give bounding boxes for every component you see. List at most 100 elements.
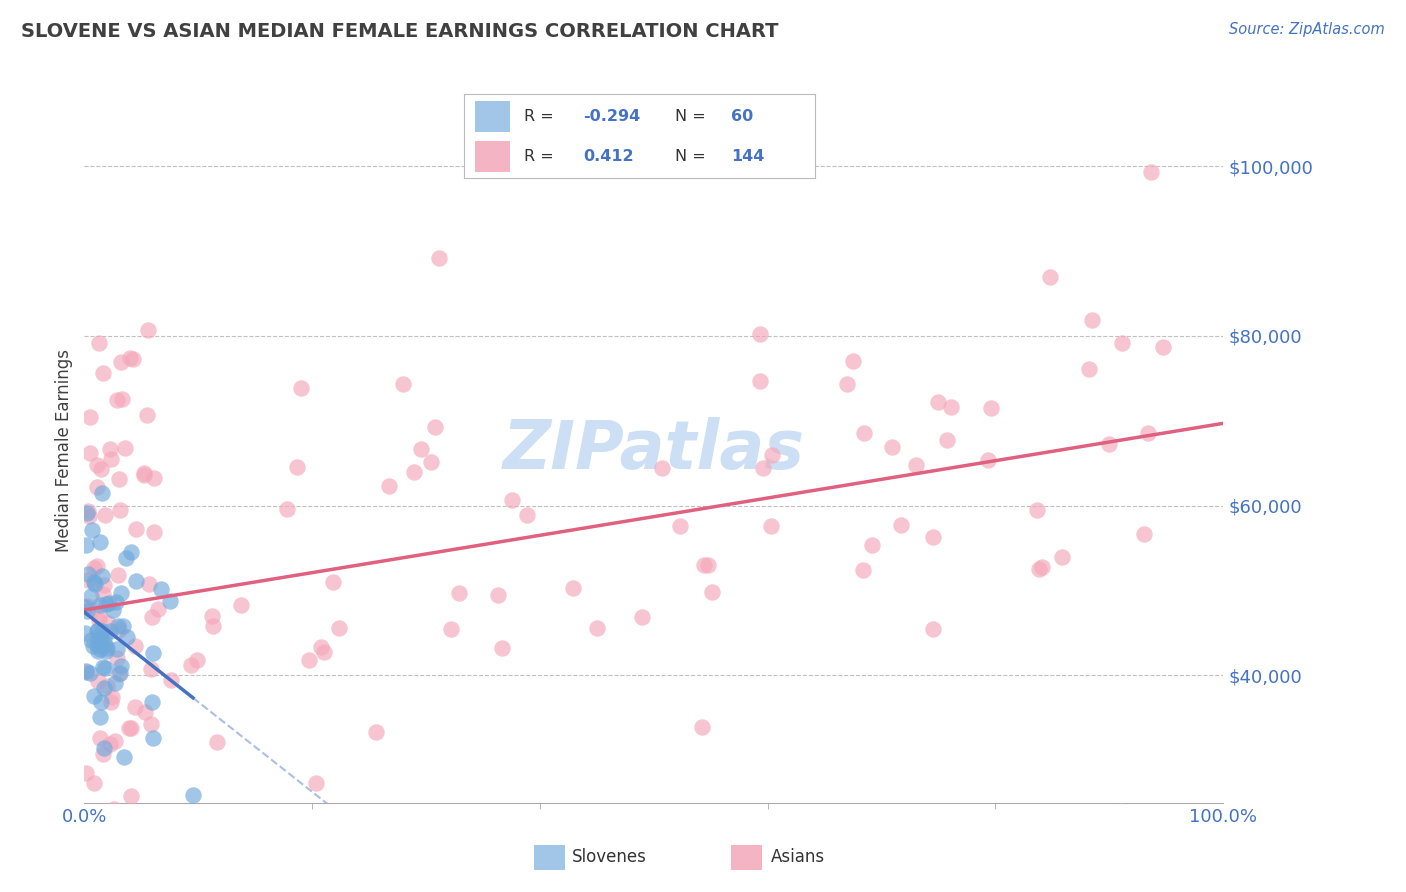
Point — [75, 626, 97, 640]
Text: ZIPatlas: ZIPatlas — [503, 417, 804, 483]
Point — [842, 353, 865, 368]
Text: Source: ZipAtlas.com: Source: ZipAtlas.com — [1229, 22, 1385, 37]
Point — [86, 632, 108, 646]
Point — [761, 518, 783, 533]
Point — [853, 425, 876, 440]
Point — [77, 504, 100, 518]
Point — [1050, 549, 1073, 564]
Point — [110, 503, 132, 517]
Point — [139, 834, 162, 848]
Point — [76, 604, 98, 618]
Point — [91, 887, 114, 892]
Point — [93, 587, 115, 601]
Point — [86, 480, 108, 494]
Point — [141, 695, 163, 709]
Point — [93, 820, 115, 834]
Point — [84, 577, 107, 591]
Point — [80, 589, 103, 603]
Point — [1111, 335, 1133, 350]
Point — [142, 731, 165, 745]
Point — [107, 651, 129, 665]
FancyBboxPatch shape — [475, 102, 510, 132]
Point — [1133, 527, 1156, 541]
Point — [86, 623, 108, 637]
Point — [117, 630, 139, 644]
Point — [86, 458, 108, 473]
Point — [83, 561, 105, 575]
Point — [391, 377, 413, 392]
Text: N =: N = — [675, 149, 706, 164]
Point — [93, 741, 115, 756]
Point — [98, 442, 121, 456]
Point — [107, 392, 129, 407]
Point — [586, 621, 609, 635]
Point — [276, 502, 298, 516]
Point — [108, 624, 131, 638]
Point — [89, 642, 111, 657]
Point — [91, 569, 114, 583]
Point — [96, 679, 118, 693]
Point — [89, 710, 111, 724]
Point — [202, 619, 225, 633]
Point — [77, 508, 100, 523]
Point — [860, 538, 883, 552]
Point — [104, 733, 127, 747]
Point — [141, 662, 163, 676]
Point — [120, 789, 142, 804]
Point — [93, 681, 115, 695]
Text: Asians: Asians — [770, 848, 824, 866]
Point — [700, 585, 723, 599]
Point — [89, 731, 111, 746]
Point — [309, 640, 332, 654]
Point — [141, 609, 163, 624]
Point — [136, 408, 159, 422]
Point — [304, 775, 326, 789]
Point — [79, 666, 101, 681]
Point — [124, 639, 146, 653]
Point — [285, 460, 308, 475]
Point — [76, 538, 98, 552]
Point — [107, 568, 129, 582]
Point — [486, 588, 509, 602]
Point — [402, 466, 425, 480]
Text: 60: 60 — [731, 109, 754, 124]
Point — [101, 603, 124, 617]
Point — [904, 458, 927, 473]
Point — [143, 471, 166, 485]
Point — [921, 623, 943, 637]
Point — [159, 593, 181, 607]
Point — [114, 442, 136, 456]
Point — [761, 448, 783, 462]
Text: R =: R = — [524, 149, 554, 164]
Point — [94, 661, 117, 675]
Point — [159, 673, 181, 688]
Point — [80, 603, 103, 617]
Point — [94, 644, 117, 658]
Point — [89, 598, 111, 612]
Text: 144: 144 — [731, 149, 765, 164]
Point — [103, 802, 125, 816]
Point — [93, 578, 115, 592]
Point — [83, 690, 105, 704]
Point — [115, 550, 138, 565]
Point — [631, 610, 654, 624]
Point — [73, 599, 96, 614]
Point — [98, 737, 121, 751]
Point — [75, 766, 97, 780]
Point — [94, 638, 117, 652]
Point — [977, 453, 1000, 467]
Point — [77, 567, 100, 582]
Point — [91, 638, 114, 652]
Point — [89, 336, 111, 351]
Point — [75, 665, 97, 679]
Point — [86, 559, 108, 574]
Point — [111, 618, 134, 632]
Point — [491, 641, 513, 656]
Text: 0.412: 0.412 — [583, 149, 634, 164]
Point — [409, 442, 432, 457]
Point — [77, 573, 100, 587]
Point — [112, 750, 135, 764]
Point — [83, 776, 105, 790]
Point — [82, 639, 104, 653]
Point — [90, 695, 112, 709]
